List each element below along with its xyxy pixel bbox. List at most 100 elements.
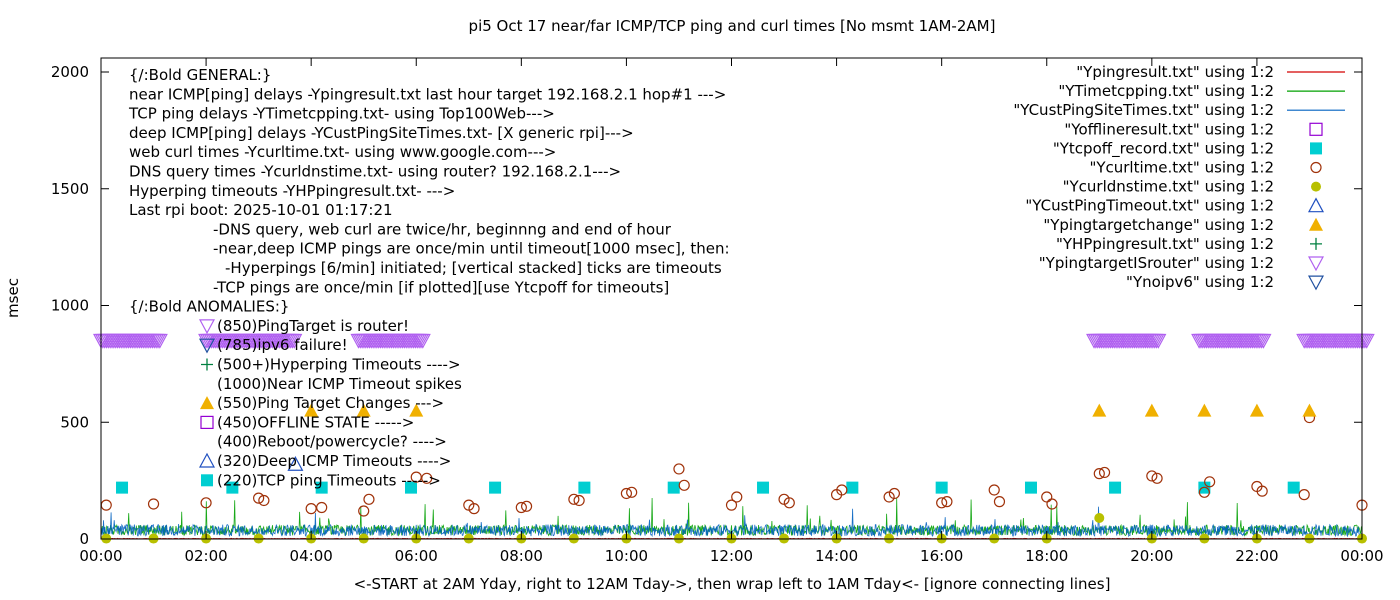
series-10-run-0-point bbox=[151, 333, 168, 349]
legend-label-2: "YCustPingSiteTimes.txt" using 1:2 bbox=[1013, 101, 1274, 119]
series-5-point-15 bbox=[568, 493, 580, 505]
y-tick-label-1: 500 bbox=[60, 413, 89, 431]
annotation-line-14: (785)ipv6 failure! bbox=[217, 336, 348, 354]
legend-label-4: "Ytcpoff_record.txt" using 1:2 bbox=[1053, 139, 1274, 158]
series-8 bbox=[304, 403, 1317, 417]
annotation-line-4: web curl times -Ycurltime.txt- using www… bbox=[129, 143, 556, 161]
legend-label-7: "YCustPingTimeout.txt" using 1:2 bbox=[1025, 197, 1274, 215]
series-6 bbox=[101, 512, 1367, 544]
series-4-point-13 bbox=[1287, 481, 1300, 494]
annotation-marker-1 bbox=[198, 338, 216, 354]
x-tick-label-0: 00:00 bbox=[79, 547, 122, 565]
x-tick-label-12: 00:00 bbox=[1340, 547, 1383, 565]
series-8-point-1 bbox=[356, 403, 371, 417]
series-4-point-4 bbox=[489, 481, 502, 494]
x-axis-label: <-START at 2AM Yday, right to 12AM Tday-… bbox=[354, 575, 1111, 593]
series-5-point-24 bbox=[783, 497, 795, 509]
annotation-line-1: near ICMP[ping] delays -Ypingresult.txt … bbox=[129, 85, 726, 103]
series-4-point-8 bbox=[846, 481, 859, 494]
series-5-point-3 bbox=[253, 492, 265, 504]
y-axis-label: msec bbox=[4, 278, 22, 318]
series-4-point-5 bbox=[578, 481, 591, 494]
series-4-point-7 bbox=[757, 481, 770, 494]
series-5-point-19 bbox=[673, 463, 685, 475]
series-5-point-4 bbox=[258, 494, 270, 507]
y-tick-label-3: 1500 bbox=[51, 180, 89, 198]
series-5-point-37 bbox=[1146, 470, 1158, 482]
annotation-line-10: -Hyperpings [6/min] initiated; [vertical… bbox=[225, 259, 722, 277]
legend-marker-7 bbox=[1307, 197, 1325, 213]
series-5-point-36 bbox=[1098, 466, 1111, 479]
series-10-run-2-point bbox=[414, 333, 431, 349]
series-5-point-22 bbox=[731, 491, 743, 503]
x-tick-label-9: 18:00 bbox=[1025, 547, 1068, 565]
x-tick-label-11: 22:00 bbox=[1235, 547, 1278, 565]
series-10-run-4-point bbox=[1255, 333, 1272, 349]
legend-marker-6 bbox=[1311, 181, 1321, 192]
series-10 bbox=[92, 333, 1375, 349]
legend-marker-10 bbox=[1307, 256, 1325, 272]
y-tick-label-4: 2000 bbox=[51, 63, 89, 81]
series-5-point-35 bbox=[1093, 468, 1105, 480]
series-5-point-18 bbox=[626, 486, 638, 498]
x-tick-label-10: 20:00 bbox=[1130, 547, 1173, 565]
series-4-point-10 bbox=[1024, 481, 1037, 494]
annotation-line-8: -DNS query, web curl are twice/hr, begin… bbox=[213, 220, 672, 238]
annotation-marker-3 bbox=[200, 396, 214, 410]
series-7 bbox=[287, 456, 304, 471]
series-8-point-6 bbox=[1249, 403, 1264, 417]
x-tick-label-5: 10:00 bbox=[605, 547, 648, 565]
annotation-line-20: (320)Deep ICMP Timeouts ----> bbox=[217, 452, 451, 470]
annotation-line-12: {/:Bold ANOMALIES:} bbox=[129, 298, 289, 316]
series-5-point-31 bbox=[988, 484, 1000, 496]
series-4-point-1 bbox=[226, 481, 239, 494]
series-line-1 bbox=[100, 497, 1362, 537]
annotation-marker-2 bbox=[201, 358, 213, 371]
chart-title: pi5 Oct 17 near/far ICMP/TCP ping and cu… bbox=[469, 17, 996, 35]
annotation-line-15: (500+)Hyperping Timeouts ----> bbox=[217, 356, 461, 374]
legend-marker-11 bbox=[1307, 275, 1325, 291]
series-5-point-30 bbox=[941, 496, 953, 508]
annotation-line-18: (450)OFFLINE STATE -----> bbox=[217, 413, 414, 431]
series-5-point-5 bbox=[305, 503, 317, 515]
series-5-point-6 bbox=[316, 501, 328, 514]
series-5-point-40 bbox=[1204, 476, 1216, 488]
x-tick-label-1: 02:00 bbox=[184, 547, 227, 565]
annotation-line-2: TCP ping delays -YTimetcpping.txt- using… bbox=[128, 105, 555, 123]
series-5-point-26 bbox=[836, 484, 848, 496]
series-8-point-2 bbox=[409, 403, 424, 417]
x-tick-label-4: 08:00 bbox=[500, 547, 543, 565]
series-5-point-33 bbox=[1041, 491, 1053, 503]
series-8-point-7 bbox=[1302, 403, 1317, 417]
legend-marker-8 bbox=[1309, 217, 1323, 231]
annotation-line-7: Last rpi boot: 2025-10-01 01:17:21 bbox=[129, 201, 393, 219]
y-tick-label-2: 1000 bbox=[51, 297, 89, 315]
legend-label-1: "YTimetcpping.txt" using 1:2 bbox=[1058, 82, 1274, 100]
legend-marker-4 bbox=[1310, 142, 1322, 155]
series-5-point-32 bbox=[993, 496, 1006, 508]
series-5-point-39 bbox=[1198, 486, 1210, 498]
annotation-marker-6 bbox=[201, 474, 213, 487]
series-5-point-16 bbox=[573, 494, 585, 507]
legend-label-11: "Ynoipv6" using 1:2 bbox=[1126, 273, 1274, 291]
x-tick-label-6: 12:00 bbox=[710, 547, 753, 565]
annotation-line-3: deep ICMP[ping] delays -YCustPingSiteTim… bbox=[129, 124, 634, 142]
series-5-point-38 bbox=[1151, 472, 1163, 484]
x-tick-label-2: 04:00 bbox=[290, 547, 333, 565]
annotation-line-13: (850)PingTarget is router! bbox=[217, 317, 409, 335]
series-8-point-5 bbox=[1197, 403, 1212, 417]
legend-label-3: "Yofflineresult.txt" using 1:2 bbox=[1064, 120, 1274, 138]
series-5-point-9 bbox=[410, 471, 422, 483]
series-10-run-1-point bbox=[286, 333, 303, 349]
series-5-point-29 bbox=[936, 497, 948, 509]
y-tick-label-0: 0 bbox=[79, 530, 89, 548]
series-5-point-2 bbox=[200, 497, 212, 509]
annotation-line-11: -TCP pings are once/min [if plotted][use… bbox=[213, 278, 669, 296]
legend-label-8: "Ypingtargetchange" using 1:2 bbox=[1043, 216, 1274, 234]
series-5-point-12 bbox=[468, 503, 480, 515]
annotation-marker-0 bbox=[198, 319, 216, 335]
legend-marker-9 bbox=[1310, 237, 1322, 250]
x-tick-label-7: 14:00 bbox=[815, 547, 858, 565]
annotation-line-19: (400)Reboot/powercycle? ----> bbox=[217, 433, 447, 451]
